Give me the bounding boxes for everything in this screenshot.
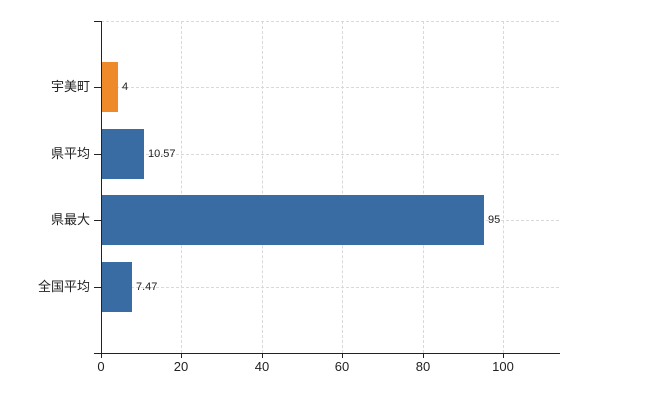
x-gridline (262, 21, 263, 353)
x-tick-label: 0 (97, 359, 105, 374)
y-axis-tick (94, 287, 101, 288)
bar (102, 129, 144, 179)
x-tick-label: 80 (415, 359, 431, 374)
x-tick-label: 20 (173, 359, 189, 374)
x-tick-label: 40 (254, 359, 270, 374)
category-label: 全国平均 (37, 279, 90, 294)
category-gridline (101, 154, 559, 155)
bar-value-label: 4 (122, 81, 129, 93)
bar (102, 195, 484, 245)
x-tick-label: 100 (492, 359, 514, 374)
x-gridline (181, 21, 182, 353)
y-axis-tick (94, 154, 101, 155)
x-gridline (423, 21, 424, 353)
bar (102, 62, 118, 112)
category-gridline (101, 87, 559, 88)
bar (102, 262, 132, 312)
category-label: 県平均 (50, 146, 90, 161)
category-label: 県最大 (50, 212, 90, 227)
bar-value-label: 10.57 (148, 148, 176, 160)
x-tick-label: 60 (334, 359, 350, 374)
x-axis-tick (423, 353, 424, 358)
y-axis-line (101, 21, 102, 358)
x-axis-tick (342, 353, 343, 358)
y-axis-tick (94, 220, 101, 221)
category-gridline (101, 287, 559, 288)
bar-value-label: 95 (488, 214, 501, 226)
y-axis-top-tick (94, 21, 101, 22)
y-axis-tick (94, 87, 101, 88)
plot-top-border (101, 21, 559, 22)
x-axis-line (94, 353, 560, 354)
x-axis-tick (503, 353, 504, 358)
x-axis-tick (262, 353, 263, 358)
bar-value-label: 7.47 (136, 281, 158, 293)
x-gridline (503, 21, 504, 353)
x-gridline (342, 21, 343, 353)
x-axis-tick (181, 353, 182, 358)
category-label: 宇美町 (50, 79, 90, 94)
